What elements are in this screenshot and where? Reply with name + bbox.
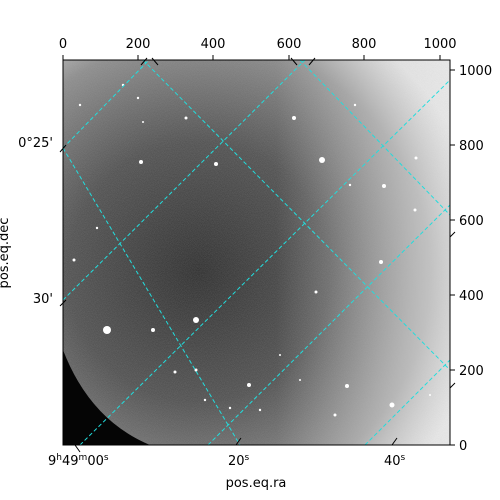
right-tick-600: 600: [459, 214, 484, 229]
bottom-tick-ra-20: 20s: [228, 453, 250, 469]
right-tick-800: 800: [459, 139, 484, 154]
plot-frame: [62, 59, 451, 446]
top-axis: [62, 55, 441, 60]
sky-image: [63, 60, 450, 445]
top-tick-600: 600: [277, 37, 302, 52]
right-tick-400: 400: [459, 289, 484, 304]
top-tick-1000: 1000: [423, 37, 456, 52]
right-tick-1000: 1000: [459, 64, 492, 79]
right-tick-0: 0: [459, 439, 467, 454]
bottom-tick-ra-0: 9h49m00s: [48, 453, 109, 469]
coordinate-grid: [63, 60, 450, 445]
top-tick-800: 800: [352, 37, 377, 52]
x-axis-title: pos.eq.ra: [226, 476, 287, 491]
bottom-tick-ra-40: 40s: [384, 453, 406, 469]
top-tick-400: 400: [201, 37, 226, 52]
left-tick-dec-30: 30': [33, 292, 53, 307]
top-tick-0: 0: [59, 37, 67, 52]
top-tick-200: 200: [126, 37, 151, 52]
stars: [72, 83, 431, 417]
y-axis-title: pos.eq.dec: [0, 218, 12, 289]
left-tick-dec-25: 0°25': [18, 136, 53, 151]
wcs-ticks: [59, 57, 456, 453]
right-axis: [450, 69, 455, 446]
right-tick-200: 200: [459, 364, 484, 379]
